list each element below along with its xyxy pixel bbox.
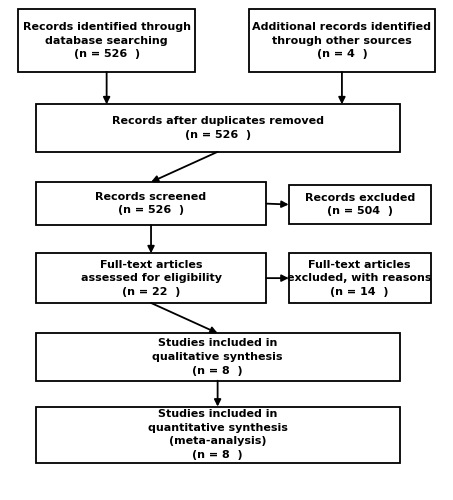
Bar (18, 10, 195, 72)
Bar (36, 104, 400, 152)
Bar (289, 254, 431, 303)
Text: Full-text articles
assessed for eligibility
(n = 22  ): Full-text articles assessed for eligibil… (81, 260, 222, 296)
Text: Studies included in
quantitative synthesis
(meta-analysis)
(n = 8  ): Studies included in quantitative synthes… (148, 410, 288, 460)
Bar (36, 333, 400, 380)
Text: Additional records identified
through other sources
(n = 4  ): Additional records identified through ot… (252, 22, 431, 59)
Bar (36, 254, 266, 303)
Bar (289, 185, 431, 224)
Bar (36, 406, 400, 463)
Bar (36, 182, 266, 225)
Text: Full-text articles
excluded, with reasons
(n = 14  ): Full-text articles excluded, with reason… (288, 260, 432, 296)
Text: Studies included in
qualitative synthesis
(n = 8  ): Studies included in qualitative synthesi… (152, 338, 283, 376)
Text: Records identified through
database searching
(n = 526  ): Records identified through database sear… (23, 22, 191, 59)
Text: Records after duplicates removed
(n = 526  ): Records after duplicates removed (n = 52… (111, 116, 323, 140)
Bar (249, 10, 435, 72)
Text: Records screened
(n = 526  ): Records screened (n = 526 ) (96, 192, 207, 216)
Text: Records excluded
(n = 504  ): Records excluded (n = 504 ) (304, 192, 415, 216)
